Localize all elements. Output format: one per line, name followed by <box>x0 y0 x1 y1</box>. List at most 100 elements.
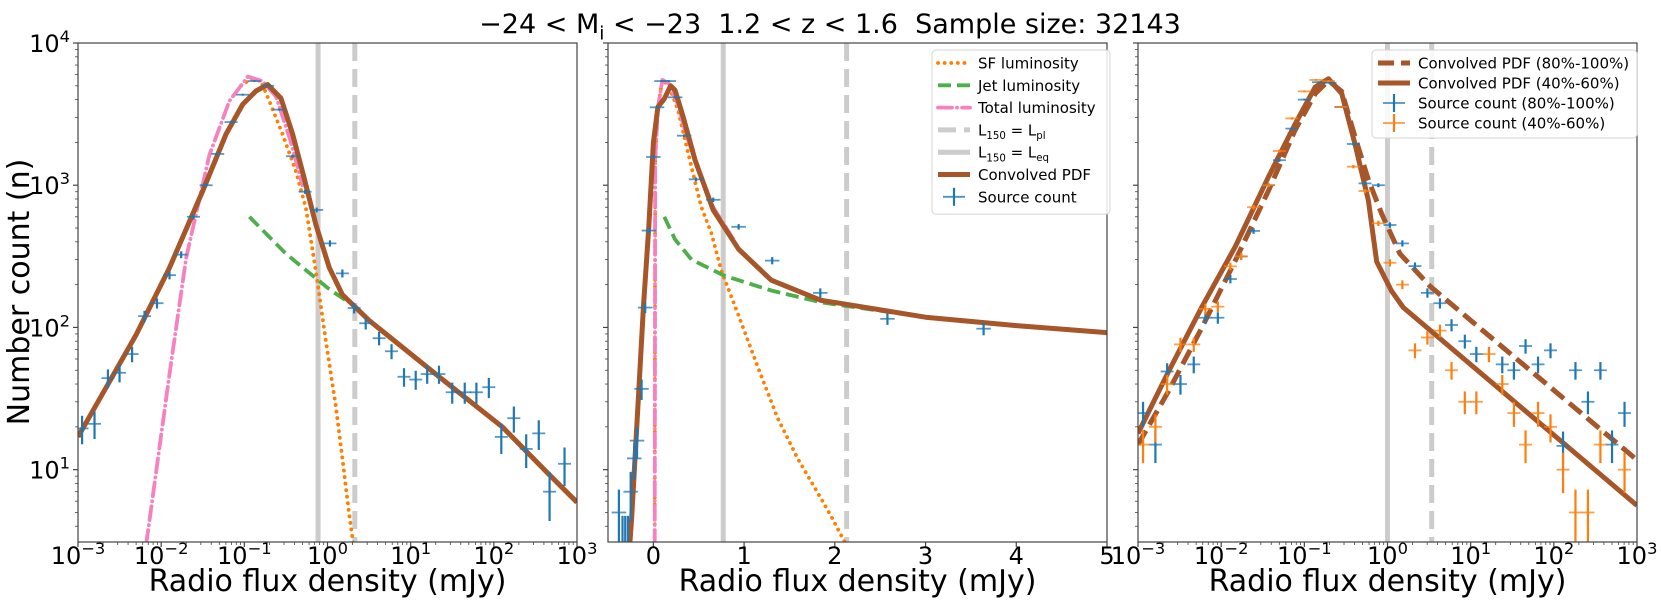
data-point <box>1187 356 1201 374</box>
data-point <box>125 346 139 363</box>
data-point <box>813 288 828 298</box>
panel-1: 10−3 10−2 10−1 100 101 102 103 101 102 103 104 Radi… <box>29 27 597 599</box>
legend-label: Total luminosity <box>977 99 1096 117</box>
x-axis-label: Radio flux density (mJy) <box>679 564 1037 599</box>
legend-label: Convolved PDF (40%-60%) <box>1418 75 1620 93</box>
data-point <box>1445 362 1459 380</box>
data-point <box>224 120 238 124</box>
data-point <box>150 298 164 309</box>
y-tick-label: 102 <box>29 311 70 342</box>
data-point <box>646 155 661 159</box>
data-point <box>323 240 337 247</box>
series-line-dashdot <box>144 74 305 542</box>
y-axis-label: Number count (n) <box>2 159 37 426</box>
data-point <box>1544 414 1557 443</box>
data-point <box>637 302 653 314</box>
data-point <box>1482 346 1496 363</box>
data-point <box>1581 489 1595 542</box>
data-point <box>1383 259 1397 267</box>
axes-frame <box>77 42 578 543</box>
data-point <box>1593 430 1607 464</box>
data-point <box>359 317 373 330</box>
x-tick-label: 10−3 <box>1111 539 1166 570</box>
data-point <box>1445 319 1459 332</box>
legend-entry: Source count (40%-60%) <box>1383 114 1605 133</box>
legend-entry: L150 = Lpl <box>938 121 1046 142</box>
data-point <box>1458 334 1472 349</box>
data-point <box>1223 274 1237 284</box>
data-point <box>1346 142 1360 146</box>
data-point <box>298 189 312 194</box>
data-point <box>1420 288 1434 298</box>
panel-2: 0 1 2 3 4 5 Radio flux density (mJy) SF luminos… <box>603 42 1115 599</box>
plot-area <box>611 43 1107 542</box>
data-point <box>482 377 496 399</box>
legend-entry: Convolved PDF (40%-60%) <box>1378 75 1620 93</box>
errorbar-series <box>611 80 991 542</box>
data-point <box>1568 489 1582 542</box>
data-point <box>420 365 434 384</box>
legend-entry: Convolved PDF <box>938 166 1091 184</box>
data-point <box>445 382 459 404</box>
data-point <box>1395 280 1409 290</box>
data-point <box>1531 356 1545 374</box>
data-point <box>1272 149 1286 153</box>
data-point <box>705 197 721 203</box>
x-tick-label: 10−2 <box>134 539 189 570</box>
data-point <box>397 368 411 387</box>
legend-entry: Jet luminosity <box>938 77 1080 95</box>
data-point <box>1507 401 1521 427</box>
legend-label: L150 = Leq <box>978 144 1049 165</box>
figure-title: −24 < Mi < −23 1.2 < z < 1.6 Sample size… <box>479 9 1181 44</box>
x-tick-label: 2 <box>827 542 842 570</box>
x-tick-label: 101 <box>1450 539 1491 570</box>
data-point <box>1433 324 1447 338</box>
data-point <box>1198 303 1212 315</box>
data-point <box>78 415 89 445</box>
data-point <box>1531 401 1545 427</box>
data-point <box>611 489 627 542</box>
data-point <box>649 106 665 109</box>
legend-label: Jet luminosity <box>977 77 1080 95</box>
data-point <box>1223 262 1237 271</box>
data-point <box>101 369 115 389</box>
data-point <box>494 423 508 455</box>
data-point <box>163 271 177 280</box>
data-point <box>1262 183 1276 188</box>
data-point <box>1519 430 1533 464</box>
data-point <box>1173 337 1187 352</box>
data-point <box>764 257 780 265</box>
data-point <box>667 96 683 99</box>
legend-label: Source count <box>978 188 1077 206</box>
x-tick-label: 10−2 <box>1194 539 1249 570</box>
legend-box <box>931 49 1111 215</box>
data-point <box>1346 165 1360 169</box>
data-point <box>261 84 275 87</box>
series-line-convolved-pdf-40-60- <box>1138 76 1637 508</box>
series-line-dashed <box>248 215 347 302</box>
data-point <box>1187 337 1201 352</box>
panel-3: 10−3 10−2 10−1 100 101 102 103 Radio flux densi… <box>1111 42 1657 599</box>
data-point <box>676 134 692 138</box>
y-tick-label: 101 <box>29 454 70 485</box>
legend-entry: L150 = Leq <box>938 144 1049 165</box>
x-tick-label: 1 <box>736 542 751 570</box>
x-tick-label: 0 <box>646 542 661 570</box>
data-point <box>1334 105 1348 109</box>
data-point <box>432 365 446 384</box>
legend-label: Convolved PDF (80%-100%) <box>1418 55 1629 73</box>
legend-label: Source count (80%-100%) <box>1418 95 1615 113</box>
data-point <box>1593 362 1607 380</box>
data-point <box>385 344 399 360</box>
data-point <box>1211 312 1225 324</box>
data-point <box>335 269 349 278</box>
data-point <box>1211 301 1225 313</box>
data-point <box>88 411 102 440</box>
legend-box <box>1371 49 1638 139</box>
legend-entry: Source count (80%-100%) <box>1383 94 1615 113</box>
plot-area <box>78 43 577 542</box>
data-point <box>1605 430 1619 464</box>
x-tick-label: 10−1 <box>217 539 272 570</box>
data-point <box>1358 181 1372 186</box>
x-tick-label: 10−1 <box>1277 539 1332 570</box>
